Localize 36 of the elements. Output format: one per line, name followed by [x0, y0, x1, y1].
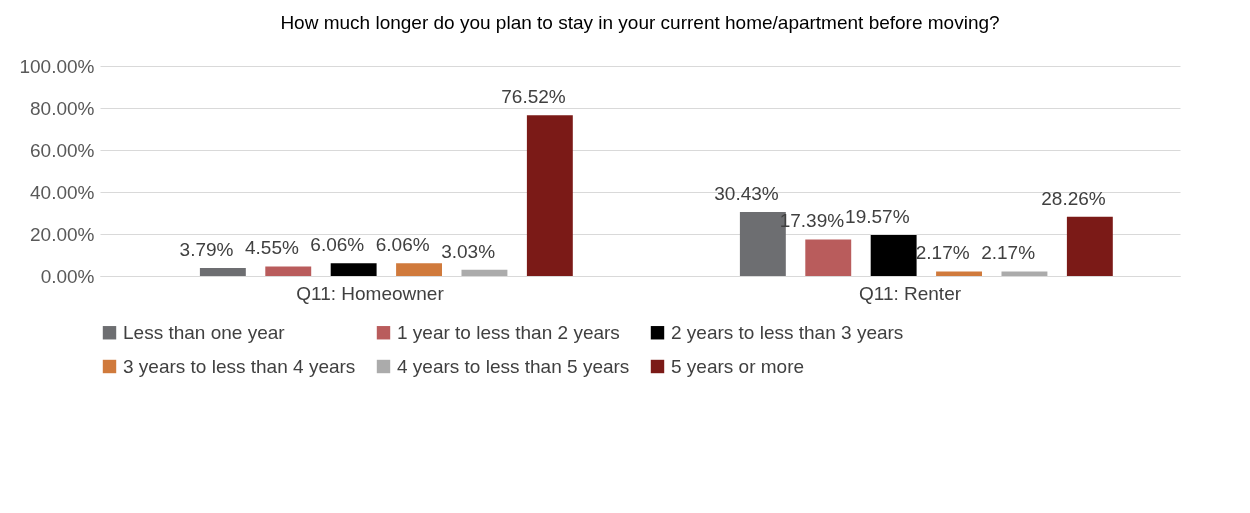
data-label: 4.55%	[244, 237, 299, 259]
data-label: 6.06%	[310, 234, 365, 256]
bar	[870, 234, 917, 276]
legend-label: 2 years to less than 3 years	[671, 321, 904, 343]
y-tick-label: 80.00%	[30, 97, 95, 119]
data-label: 3.79%	[179, 239, 234, 261]
data-label: 19.57%	[845, 205, 910, 227]
bar	[1001, 271, 1048, 276]
y-tick-label: 20.00%	[30, 223, 95, 245]
y-tick-label: 100.00%	[19, 55, 95, 77]
bar	[330, 263, 377, 276]
bar	[265, 266, 312, 276]
data-label: 30.43%	[714, 183, 779, 205]
y-tick-label: 0.00%	[40, 265, 95, 287]
chart-title: How much longer do you plan to stay in your current home/apartment before moving?	[280, 12, 1000, 33]
legend-label: 3 years to less than 4 years	[123, 355, 356, 377]
x-tick-label: Q11: Renter	[858, 282, 962, 304]
legend-label: 1 year to less than 2 years	[397, 321, 620, 343]
legend-label: Less than one year	[123, 321, 286, 343]
data-label: 28.26%	[1041, 187, 1106, 209]
data-label: 76.52%	[501, 86, 566, 108]
bar	[461, 269, 508, 276]
legend-label: 5 years or more	[671, 355, 805, 377]
bar	[526, 115, 573, 276]
bar	[199, 268, 246, 276]
data-label: 6.06%	[375, 234, 430, 256]
y-tick-label: 60.00%	[30, 139, 95, 161]
legend-label: 4 years to less than 5 years	[397, 355, 630, 377]
x-tick-label: Q11: Homeowner	[296, 282, 445, 304]
bar	[805, 239, 852, 276]
bar	[396, 263, 442, 276]
data-label: 3.03%	[441, 240, 496, 262]
bar	[936, 271, 982, 276]
bar	[1066, 216, 1113, 276]
y-tick-label: 40.00%	[30, 181, 95, 203]
data-label: 2.17%	[981, 242, 1036, 264]
